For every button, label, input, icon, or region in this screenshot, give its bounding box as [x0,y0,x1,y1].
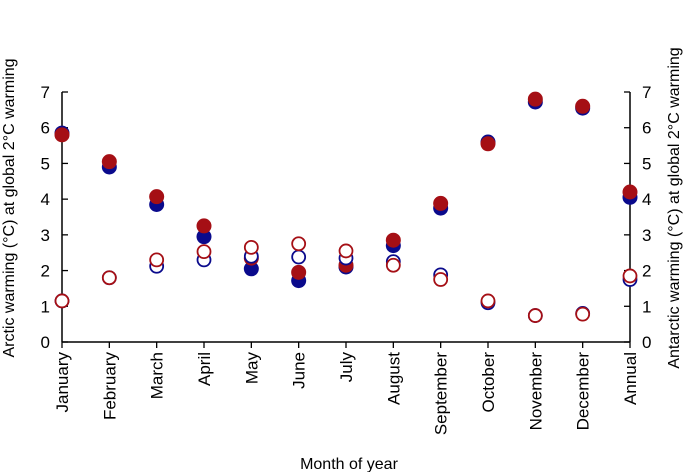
arctic-data-point [54,127,70,143]
antarctic-data-point [527,308,543,323]
right-y-axis-title: Antarctic warming (°C) at global 2°C war… [666,47,683,368]
antarctic-data-point [480,293,496,309]
antarctic-data-point [338,243,354,259]
arctic-data-point [196,218,212,234]
x-axis-title: Month of year [300,456,399,472]
antarctic-data-point [385,257,401,273]
x-tick-label: December [574,352,593,431]
arctic-data-point [243,261,259,277]
right-y-tick-label: 2 [642,262,651,281]
left-y-tick-label: 4 [41,190,50,209]
x-tick-label: October [479,352,498,413]
arctic-data-point [433,195,449,211]
arctic-data-point [480,136,496,152]
x-tick-label: February [100,352,119,421]
antarctic-data-point [433,272,449,287]
arctic-data-point [575,98,591,114]
x-tick-label: August [384,352,403,405]
x-tick-label: April [195,352,214,386]
x-tick-label: June [290,352,309,389]
left-y-tick-label: 6 [41,119,50,138]
left-y-tick-label: 1 [41,297,50,316]
x-tick-label: January [53,352,72,413]
left-y-axis-title: Arctic warming (°C) at global 2°C warmin… [1,58,18,357]
tick-labels: 0 0 1 1 2 2 3 3 4 4 5 5 6 6 7 7 January February March Apri… [41,83,652,435]
left-y-tick-label: 5 [41,154,50,173]
antarctic-data-point [196,244,212,260]
right-y-tick-label: 5 [642,154,651,173]
left-y-tick-label: 2 [41,262,50,281]
x-tick-label: May [242,352,261,385]
x-tick-label: September [432,352,451,435]
x-tick-label: November [526,352,545,431]
antarctic-data-point [575,306,591,322]
antarctic-data-point [149,252,165,268]
antarctic-data-point [291,249,307,265]
x-tick-label: July [337,352,356,383]
right-y-tick-label: 4 [642,190,651,209]
right-y-tick-label: 0 [642,333,651,352]
right-y-tick-label: 6 [642,119,651,138]
right-y-tick-label: 7 [642,83,651,102]
x-tick-label: March [148,352,167,399]
left-y-tick-label: 3 [41,226,50,245]
arctic-data-point [291,264,307,280]
tick-marks [61,91,631,348]
antarctic-data-point [291,236,307,252]
arctic-data-point [149,189,165,205]
arctic-data-point [196,229,212,245]
antarctic-data-point [101,270,117,286]
left-y-tick-label: 7 [41,83,50,102]
antarctic-data-point [54,293,70,309]
data-points [54,91,638,323]
left-y-tick-label: 0 [41,333,50,352]
x-tick-label: Annual [621,352,640,405]
arctic-data-point [101,154,117,170]
arctic-data-point [385,232,401,248]
arctic-data-point [527,91,543,107]
antarctic-data-point [243,239,259,255]
arctic-data-point [622,184,638,200]
antarctic-data-point [622,268,638,284]
right-y-tick-label: 1 [642,297,651,316]
right-y-tick-label: 3 [642,226,651,245]
